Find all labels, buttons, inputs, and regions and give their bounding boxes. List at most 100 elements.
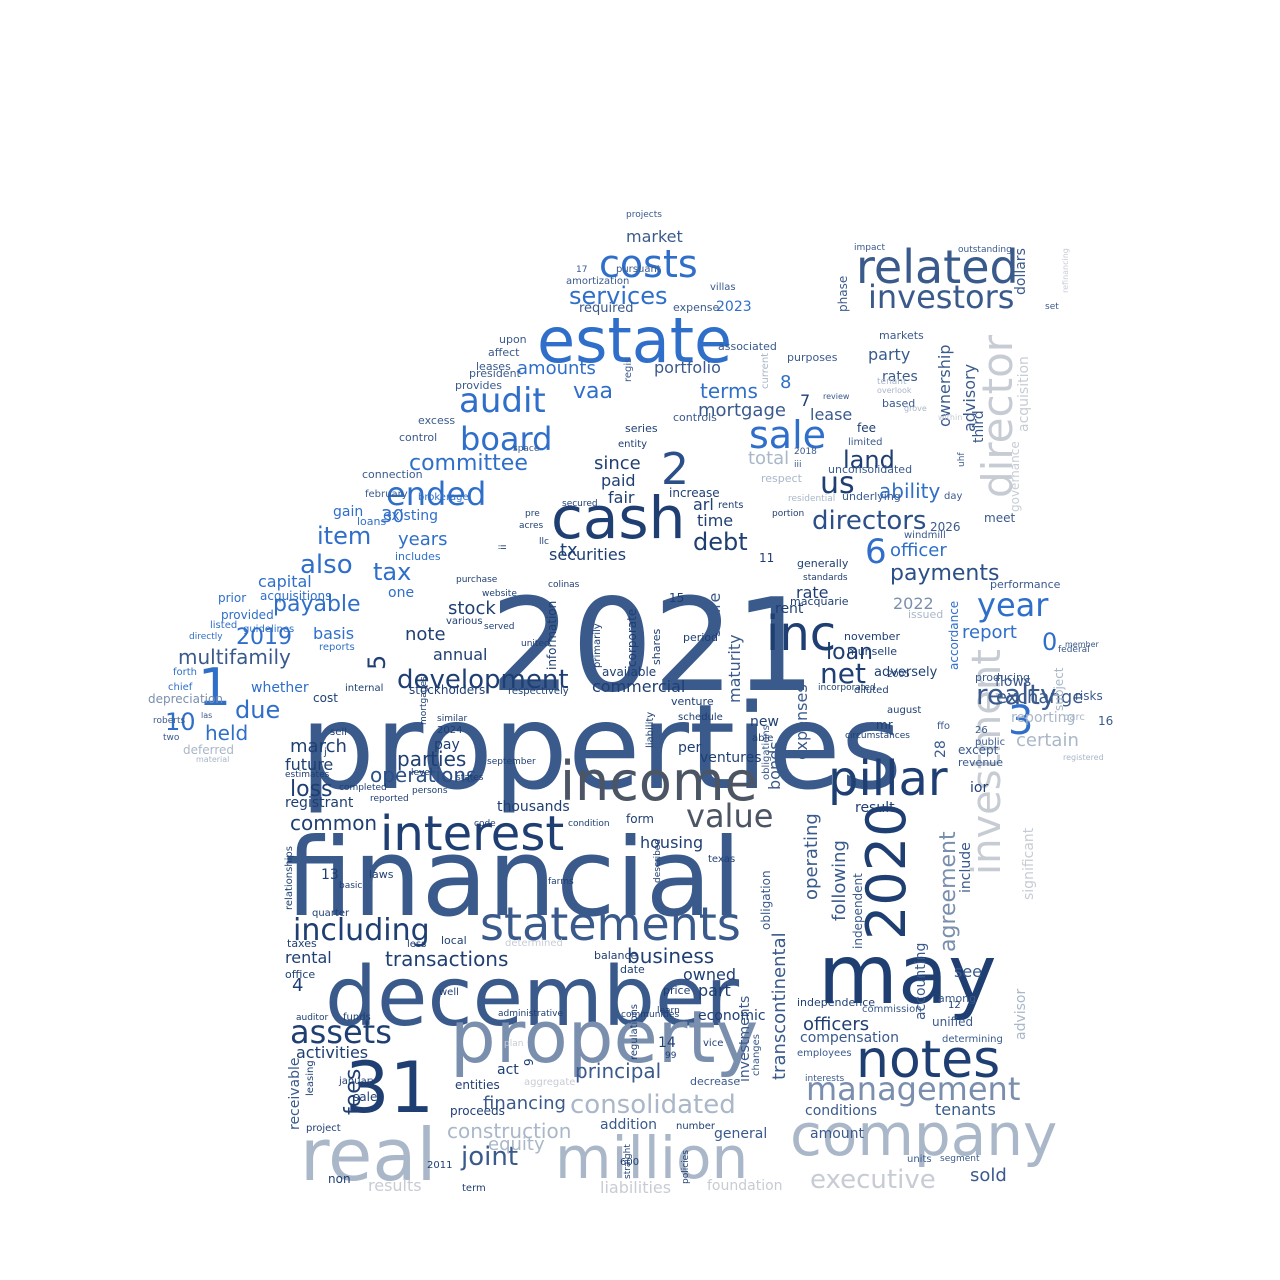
word-based: based: [882, 397, 915, 410]
word-2026: 2026: [930, 520, 961, 534]
word-mortgages: mortgages: [419, 676, 429, 725]
word-administrative: administrative: [498, 1009, 563, 1019]
word-year: year: [977, 586, 1049, 624]
word-price: price: [663, 984, 691, 997]
word-portfolio: portfolio: [654, 358, 721, 377]
word-officers: officers: [803, 1014, 869, 1035]
word-transcontinental: transcontinental: [769, 932, 790, 1080]
word-bonds: bonds: [765, 741, 784, 790]
word-basis: basis: [313, 624, 354, 643]
word-rents: rents: [718, 500, 744, 511]
word-cash: cash: [551, 484, 685, 552]
word-gain: gain: [333, 504, 363, 520]
word-one: one: [388, 585, 414, 601]
word-acquisitions: acquisitions: [260, 589, 331, 603]
word-amortization: amortization: [566, 276, 629, 287]
word-number: number: [676, 1121, 716, 1132]
word-accounting: accounting: [913, 943, 929, 1020]
word-4: 4: [292, 975, 303, 996]
word-results: results: [368, 1176, 422, 1195]
word-venture: venture: [671, 695, 714, 708]
word-underlying: underlying: [842, 490, 901, 503]
word-management: management: [806, 1070, 1020, 1108]
word-ffo: ffo: [937, 721, 950, 732]
word-limited: limited: [848, 437, 883, 448]
word-february: february: [365, 489, 408, 500]
word-among: among: [938, 992, 976, 1005]
word-2019: 2019: [236, 625, 292, 650]
word-8: 8: [780, 372, 791, 393]
word-control: control: [399, 431, 437, 444]
word-cost: cost: [313, 691, 338, 705]
word-financing: financing: [483, 1093, 566, 1114]
word-held: held: [205, 721, 248, 745]
word-value: value: [686, 797, 773, 835]
word-paid: paid: [601, 471, 636, 490]
word-upon: upon: [499, 333, 527, 346]
word-pay: pay: [434, 737, 460, 753]
word-guidelines: guidelines: [243, 624, 294, 635]
word-changes: changes: [751, 1034, 762, 1076]
word-audit: audit: [459, 381, 546, 421]
word-property: property: [450, 995, 758, 1079]
word-land: land: [843, 446, 895, 474]
word-related: related: [856, 240, 1019, 294]
word-adversely: adversely: [874, 665, 938, 680]
word-chief: chief: [168, 682, 193, 693]
word-subject: subject: [1052, 667, 1066, 711]
word-information: information: [545, 601, 559, 670]
word-multifamily: multifamily: [178, 645, 291, 669]
word-0: 0: [1042, 628, 1057, 656]
word-vaa: vaa: [573, 379, 613, 404]
word-listed: listed: [210, 620, 237, 631]
word-schedule: schedule: [678, 712, 723, 723]
word-less: less: [407, 939, 426, 950]
word-interest: interest: [380, 806, 564, 862]
word-regulations: regulations: [629, 1004, 640, 1060]
word-amount: amount: [810, 1126, 865, 1142]
word-flows: flows: [995, 674, 1031, 690]
word-markets: markets: [879, 329, 924, 342]
word-reports: reports: [319, 642, 355, 653]
word-28: 28: [933, 740, 949, 758]
word-incorporated: incorporated: [818, 683, 876, 693]
word-january: january: [338, 1076, 377, 1087]
word-respectively: respectively: [508, 686, 569, 697]
word-construction: construction: [447, 1119, 571, 1143]
word-fee: fee: [857, 421, 876, 435]
word-respect: respect: [761, 472, 803, 485]
word-consolidated: consolidated: [570, 1090, 736, 1120]
word-controls: controls: [673, 411, 717, 424]
word-balance: balance: [594, 949, 638, 962]
word-secured: secured: [562, 499, 598, 509]
word-existing: existing: [383, 508, 438, 524]
word-local: local: [441, 934, 467, 947]
word-pre: pre: [525, 509, 540, 519]
word-addition: addition: [600, 1117, 657, 1133]
word-general: general: [714, 1126, 767, 1142]
word-unified: unified: [932, 1015, 973, 1029]
word-item: item: [317, 522, 371, 550]
word-ior: ior: [970, 780, 988, 796]
word-executive: executive: [810, 1165, 936, 1195]
word-independent: independent: [851, 873, 865, 949]
word-farms: farms: [548, 877, 574, 887]
word-2022: 2022: [893, 594, 934, 613]
word-material: material: [196, 755, 229, 764]
word-decrease: decrease: [690, 1075, 740, 1088]
word-directly: directly: [189, 632, 223, 642]
word-basic: basic: [339, 881, 362, 891]
word-investments: investments: [737, 996, 753, 1082]
word-colinas: colinas: [548, 580, 580, 590]
word-shares: shares: [650, 629, 663, 665]
word-liabilities: liabilities: [600, 1178, 671, 1197]
word-new: new: [750, 714, 779, 730]
word-board: board: [460, 420, 552, 458]
word-entity: entity: [618, 439, 647, 450]
word-employees: employees: [797, 1048, 852, 1059]
word-munselle: munselle: [847, 645, 897, 658]
word-note: note: [405, 624, 446, 645]
word-period: period: [683, 631, 718, 644]
word-tenants: tenants: [935, 1100, 996, 1119]
word-current: current: [760, 353, 771, 389]
